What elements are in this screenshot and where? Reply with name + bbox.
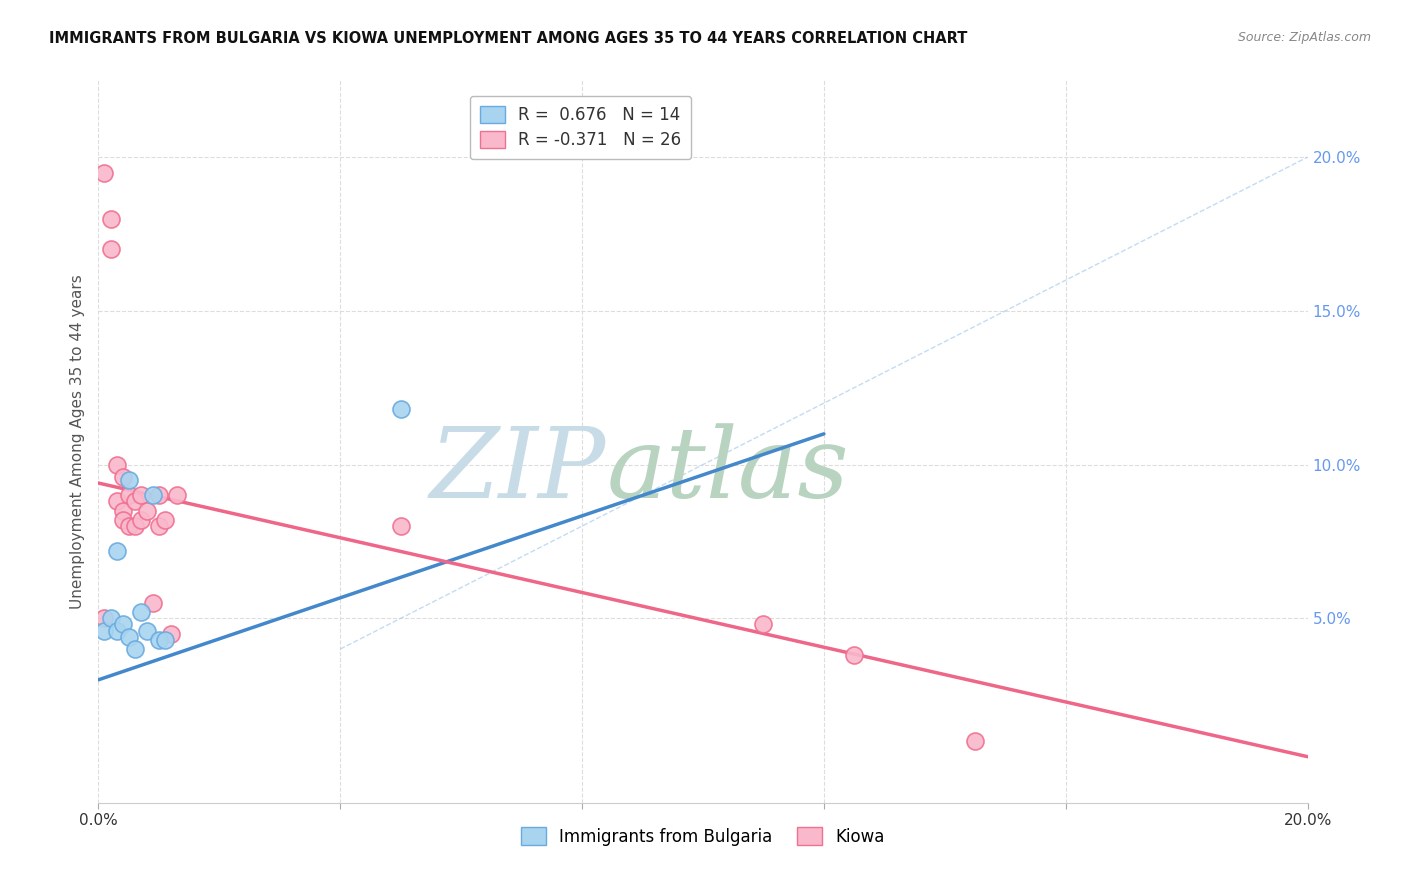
- Text: Source: ZipAtlas.com: Source: ZipAtlas.com: [1237, 31, 1371, 45]
- Point: [142, 596, 165, 610]
- Point: [111, 513, 134, 527]
- Point: [118, 473, 141, 487]
- Point: [105, 624, 128, 638]
- Point: [124, 494, 146, 508]
- Point: [965, 734, 987, 748]
- Text: ZIP: ZIP: [430, 423, 606, 518]
- Point: [135, 504, 157, 518]
- Point: [752, 617, 775, 632]
- Point: [166, 488, 188, 502]
- Point: [135, 624, 157, 638]
- Y-axis label: Unemployment Among Ages 35 to 44 years: Unemployment Among Ages 35 to 44 years: [69, 274, 84, 609]
- Point: [148, 488, 170, 502]
- Point: [153, 513, 176, 527]
- Point: [105, 458, 128, 472]
- Text: IMMIGRANTS FROM BULGARIA VS KIOWA UNEMPLOYMENT AMONG AGES 35 TO 44 YEARS CORRELA: IMMIGRANTS FROM BULGARIA VS KIOWA UNEMPL…: [49, 31, 967, 46]
- Point: [93, 624, 115, 638]
- Point: [142, 488, 165, 502]
- Point: [100, 611, 122, 625]
- Point: [100, 211, 122, 226]
- Point: [100, 243, 122, 257]
- Point: [129, 488, 152, 502]
- Point: [389, 519, 412, 533]
- Point: [111, 470, 134, 484]
- Point: [118, 519, 141, 533]
- Point: [129, 513, 152, 527]
- Point: [105, 543, 128, 558]
- Point: [160, 626, 183, 640]
- Text: atlas: atlas: [606, 423, 849, 518]
- Point: [118, 630, 141, 644]
- Point: [93, 611, 115, 625]
- Point: [844, 648, 866, 663]
- Legend: Immigrants from Bulgaria, Kiowa: Immigrants from Bulgaria, Kiowa: [515, 821, 891, 852]
- Point: [148, 519, 170, 533]
- Point: [148, 632, 170, 647]
- Point: [153, 632, 176, 647]
- Point: [129, 605, 152, 619]
- Point: [105, 494, 128, 508]
- Point: [118, 488, 141, 502]
- Point: [124, 519, 146, 533]
- Point: [111, 504, 134, 518]
- Point: [389, 402, 412, 417]
- Point: [124, 642, 146, 657]
- Point: [93, 165, 115, 179]
- Point: [111, 617, 134, 632]
